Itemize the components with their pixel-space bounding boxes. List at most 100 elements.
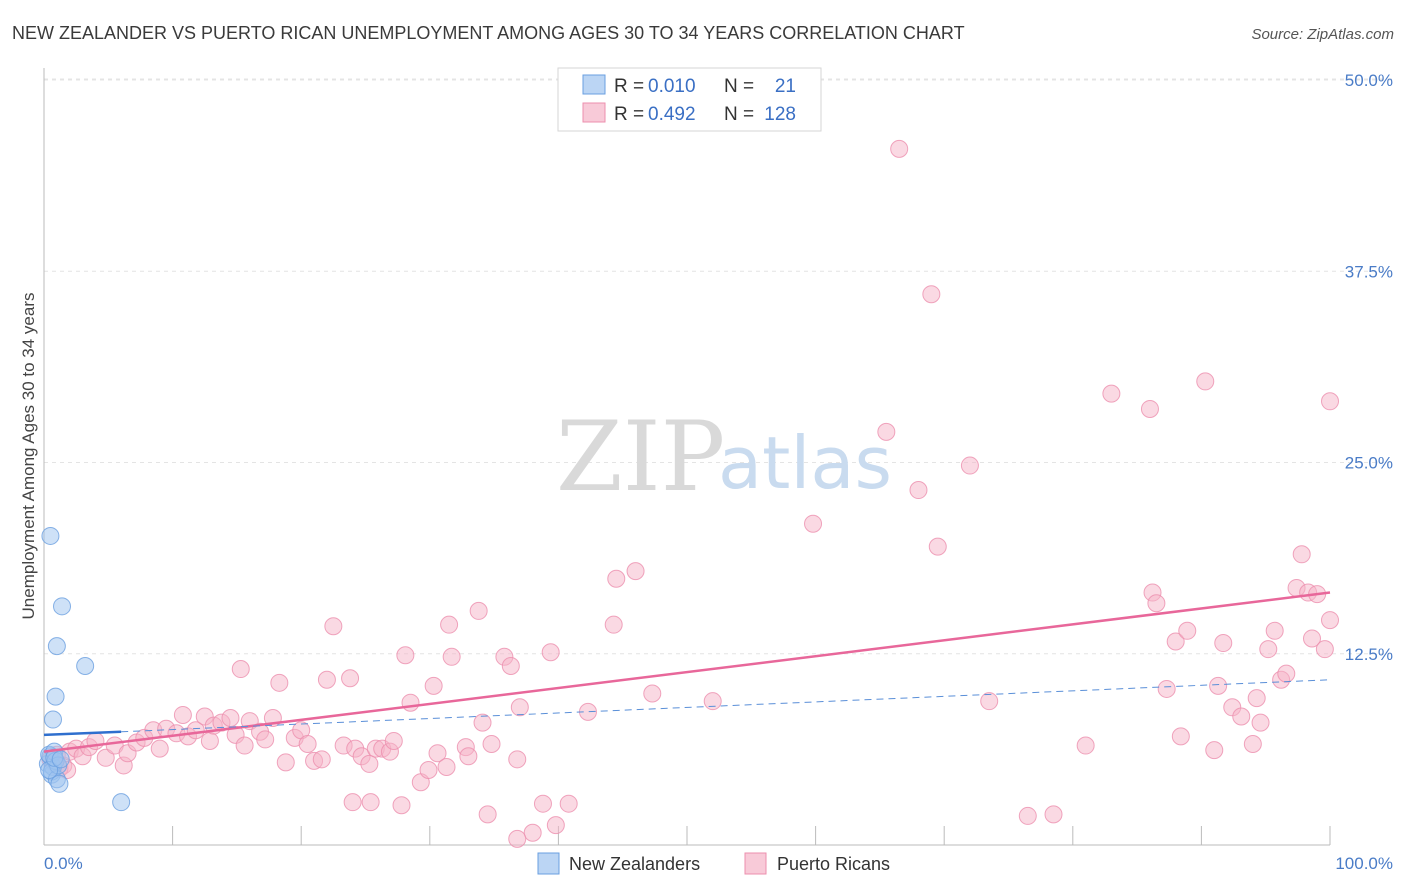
point-new-zealanders	[47, 637, 66, 656]
y-axis-label: Unemployment Among Ages 30 to 34 years	[19, 293, 38, 620]
legend-r-value-1: 0.010	[648, 76, 696, 97]
point-puerto-ricans	[396, 646, 415, 665]
point-puerto-ricans	[1292, 545, 1311, 564]
point-puerto-ricans	[478, 805, 497, 824]
point-puerto-ricans	[604, 615, 623, 634]
point-puerto-ricans	[200, 731, 219, 750]
point-puerto-ricans	[1102, 384, 1121, 403]
watermark-atlas: atlas	[718, 421, 892, 505]
point-puerto-ricans	[1321, 392, 1339, 411]
point-puerto-ricans	[960, 456, 979, 475]
legend-r-value-2: 0.492	[648, 104, 696, 125]
point-new-zealanders	[46, 687, 65, 706]
point-puerto-ricans	[1140, 399, 1159, 418]
point-puerto-ricans	[361, 793, 380, 812]
point-puerto-ricans	[508, 750, 527, 769]
point-new-zealanders	[76, 656, 95, 675]
point-puerto-ricans	[643, 684, 662, 703]
point-puerto-ricans	[96, 748, 115, 767]
point-puerto-ricans	[424, 676, 443, 695]
point-puerto-ricans	[1277, 664, 1296, 683]
point-puerto-ricans	[1209, 676, 1228, 695]
point-puerto-ricans	[508, 829, 527, 848]
point-puerto-ricans	[324, 617, 343, 636]
point-puerto-ricans	[1247, 689, 1266, 708]
point-puerto-ricans	[1251, 713, 1270, 732]
point-new-zealanders	[51, 750, 70, 769]
point-puerto-ricans	[546, 816, 565, 835]
x-tick-label-min: 0.0%	[44, 854, 83, 873]
point-puerto-ricans	[256, 730, 275, 749]
point-puerto-ricans	[317, 670, 336, 689]
point-puerto-ricans	[922, 285, 941, 304]
point-puerto-ricans	[392, 796, 411, 815]
point-puerto-ricans	[1166, 632, 1185, 651]
point-puerto-ricans	[384, 731, 403, 750]
point-puerto-ricans	[1214, 634, 1233, 653]
legend-r-label-2: R =	[614, 104, 644, 125]
point-puerto-ricans	[1044, 805, 1063, 824]
legend-n-label-1: N =	[724, 76, 754, 97]
stats-legend: R = 0.010 N = 21 R = 0.492 N = 128	[557, 67, 822, 132]
y-tick-label: 12.5%	[1345, 645, 1393, 664]
point-puerto-ricans	[231, 660, 250, 679]
series-legend-puerto-ricans: Puerto Ricans	[777, 854, 890, 874]
point-puerto-ricans	[341, 669, 360, 688]
point-puerto-ricans	[626, 562, 645, 581]
trend-line-puerto-ricans	[43, 591, 1331, 753]
point-puerto-ricans	[459, 747, 478, 766]
point-puerto-ricans	[1147, 594, 1166, 613]
point-puerto-ricans	[541, 643, 560, 662]
point-puerto-ricans	[1076, 736, 1095, 755]
watermark: ZIP atlas	[556, 401, 892, 513]
point-puerto-ricans	[501, 656, 520, 675]
y-tick-label: 25.0%	[1345, 454, 1393, 473]
series-legend-swatch-puerto-ricans	[744, 852, 767, 875]
y-tick-labels: 12.5% 25.0% 37.5% 50.0%	[1345, 71, 1393, 664]
point-puerto-ricans	[1243, 735, 1262, 754]
point-puerto-ricans	[1321, 611, 1339, 630]
point-new-zealanders	[50, 774, 69, 793]
point-puerto-ricans	[1259, 640, 1278, 659]
point-puerto-ricans	[437, 757, 456, 776]
point-puerto-ricans	[482, 735, 501, 754]
point-puerto-ricans	[703, 692, 722, 711]
series-legend-swatch-new-zealanders	[537, 852, 560, 875]
point-puerto-ricans	[428, 744, 447, 763]
trend-lines	[43, 591, 1331, 753]
point-puerto-ricans	[276, 753, 295, 772]
point-puerto-ricans	[150, 739, 169, 758]
point-puerto-ricans	[270, 673, 289, 692]
point-puerto-ricans	[523, 823, 542, 842]
point-puerto-ricans	[235, 736, 254, 755]
point-puerto-ricans	[298, 735, 317, 754]
point-puerto-ricans	[442, 647, 461, 666]
point-puerto-ricans	[890, 139, 909, 158]
point-puerto-ricans	[1302, 629, 1321, 648]
legend-n-label-2: N =	[724, 104, 754, 125]
point-puerto-ricans	[473, 713, 492, 732]
point-puerto-ricans	[1205, 741, 1224, 760]
chart-source: Source: ZipAtlas.com	[1251, 26, 1394, 43]
point-puerto-ricans	[401, 693, 420, 712]
point-new-zealanders	[53, 597, 72, 616]
watermark-zip: ZIP	[556, 401, 725, 513]
series-puerto-ricans-points	[41, 139, 1339, 848]
point-puerto-ricans	[804, 514, 823, 533]
point-puerto-ricans	[510, 698, 529, 717]
point-puerto-ricans	[1171, 727, 1190, 746]
point-puerto-ricans	[1315, 640, 1334, 659]
legend-swatch-new-zealanders	[582, 74, 606, 95]
point-puerto-ricans	[1178, 621, 1197, 640]
gridlines	[44, 78, 1392, 655]
point-puerto-ricans	[343, 793, 362, 812]
trend-line-new-zealanders	[43, 730, 122, 737]
chart-title: NEW ZEALANDER VS PUERTO RICAN UNEMPLOYME…	[12, 23, 965, 43]
point-puerto-ricans	[533, 794, 552, 813]
point-new-zealanders	[41, 526, 60, 545]
point-puerto-ricans	[469, 601, 488, 620]
point-puerto-ricans	[173, 705, 192, 724]
series-new-zealanders-points	[38, 526, 131, 812]
point-new-zealanders	[112, 793, 131, 812]
